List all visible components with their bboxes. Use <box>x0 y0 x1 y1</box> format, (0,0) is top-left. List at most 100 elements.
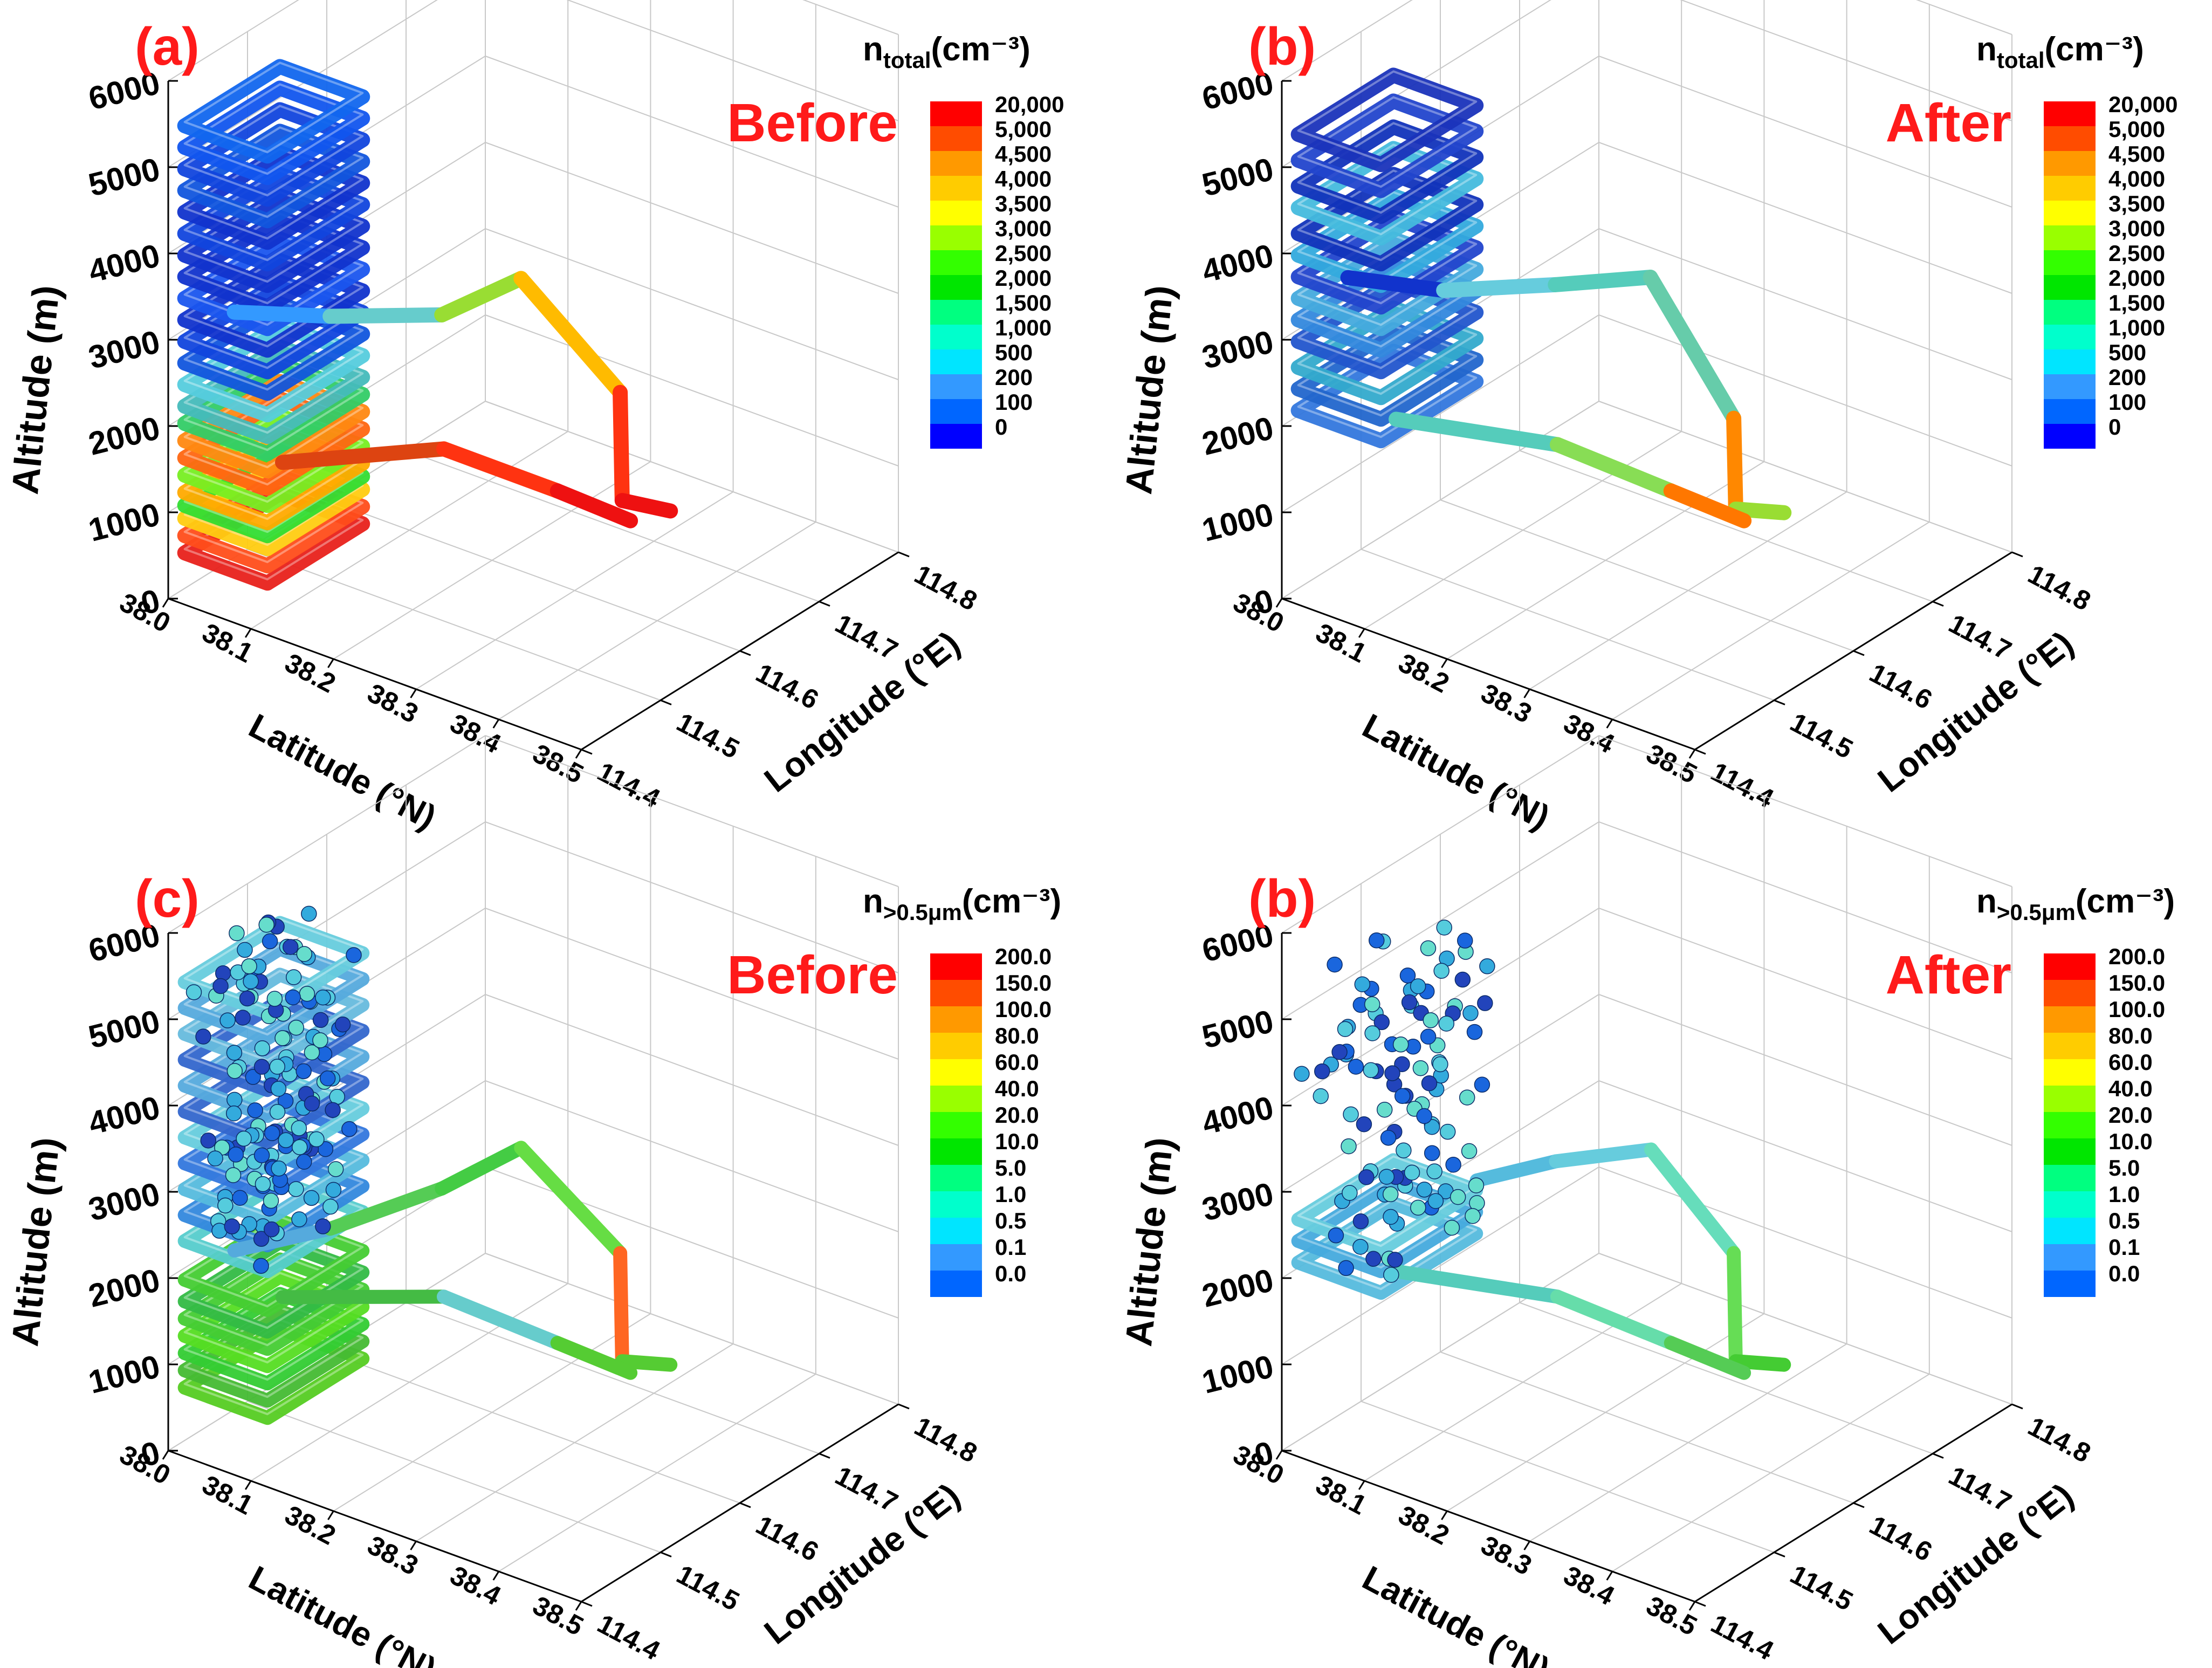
flight-outbound-segment <box>276 1289 451 1305</box>
lon-tick <box>898 551 910 558</box>
colorbar-tick-label: 5,000 <box>995 116 1052 142</box>
colorbar-swatch <box>930 980 982 1006</box>
particle-point <box>270 1081 287 1097</box>
particle-point <box>1394 1088 1411 1104</box>
particle-point <box>1421 1075 1438 1092</box>
particle-point <box>1426 1163 1442 1179</box>
grid-line <box>1281 0 1413 81</box>
particle-point <box>346 947 362 963</box>
grid-line <box>1598 908 2012 1060</box>
particle-point <box>264 1125 280 1141</box>
grid-line <box>1519 1302 1933 1454</box>
particle-point <box>1387 1252 1403 1268</box>
colorbar-tick-label: 100 <box>995 389 1033 415</box>
particle-point <box>301 905 317 922</box>
lon-tick <box>1853 650 1865 656</box>
particle-point <box>195 1028 211 1045</box>
colorbar-tick-label: 60.0 <box>2108 1049 2153 1075</box>
particle-point <box>1423 1012 1439 1028</box>
particle-points <box>1294 919 1495 1283</box>
particle-point <box>327 1161 344 1177</box>
colorbar-tick-label: 3,500 <box>2108 191 2165 216</box>
flight-loop-highlight <box>1297 70 1478 162</box>
flight-path-segment <box>1644 1142 1741 1260</box>
colorbar-swatch <box>930 1033 982 1059</box>
colorbar-swatch <box>930 1138 982 1165</box>
particle-point <box>253 1258 269 1274</box>
particle-point <box>1365 1251 1382 1267</box>
colorbar-swatch <box>2044 151 2096 176</box>
lat-tick <box>327 658 334 668</box>
particle-point <box>325 1102 341 1118</box>
z-tick-label: 2000 <box>1198 410 1277 462</box>
colorbar-swatch <box>2044 126 2096 151</box>
flight-path-segment <box>613 1246 629 1369</box>
colorbar-title-sub: total <box>883 47 931 73</box>
colorbar-tick-label: 5.0 <box>995 1155 1026 1180</box>
grid-line <box>1281 908 1599 1106</box>
particle-point <box>1364 996 1380 1012</box>
flight-loop <box>177 1097 370 1201</box>
grid-line <box>802 0 899 35</box>
particle-point <box>229 925 245 942</box>
colorbar-title-unit: (cm⁻³) <box>962 883 1061 920</box>
z-tick-label: 3000 <box>1198 1176 1277 1228</box>
z-tick-label: 3000 <box>85 1176 163 1228</box>
colorbar-title-sub: >0.5μm <box>883 900 962 925</box>
lat-tick <box>1523 1541 1530 1550</box>
colorbar-tick-label: 3,500 <box>995 191 1052 216</box>
flight-path-segment <box>1728 502 1792 520</box>
particle-point <box>1380 1130 1397 1146</box>
colorbar-tick-label: 20,000 <box>2108 92 2177 117</box>
particle-point <box>1364 1025 1380 1041</box>
particle-point <box>247 1102 263 1118</box>
grid-line <box>1598 56 2012 208</box>
colorbar-title-sub: >0.5μm <box>1997 900 2076 925</box>
particle-point <box>1457 932 1473 949</box>
flight-data <box>177 905 678 1425</box>
particle-point <box>263 1221 280 1238</box>
lat-tick <box>492 719 500 729</box>
particle-point <box>1342 1185 1358 1201</box>
colorbar-tick-label: 40.0 <box>2108 1076 2153 1101</box>
particle-point <box>1424 1118 1440 1135</box>
grid-line <box>485 821 899 973</box>
z-tick-label: 5000 <box>85 151 163 203</box>
panel-state: Before <box>727 945 898 1005</box>
particle-point <box>212 978 229 994</box>
flight-loop <box>1290 141 1484 246</box>
colorbar-tick-label: 0.0 <box>995 1261 1026 1286</box>
flight-loop-highlight <box>1297 122 1478 214</box>
colorbar-swatch <box>2044 1218 2096 1244</box>
colorbar-swatch <box>930 325 982 349</box>
flight-loop-highlight <box>183 83 364 175</box>
colorbar-swatch <box>2044 1112 2096 1138</box>
lon-tick-label: 114.5 <box>672 707 744 765</box>
particle-point <box>1356 1116 1372 1132</box>
flight-outbound-segment <box>275 441 451 470</box>
lat-tick <box>1688 1601 1696 1611</box>
particle-point <box>282 939 299 955</box>
particle-point <box>1479 958 1495 974</box>
particle-point <box>1432 1056 1448 1073</box>
flight-path-segment <box>1643 270 1742 426</box>
colorbar-swatch <box>2044 349 2096 374</box>
flight-outbound-segment <box>549 483 638 528</box>
particle-point <box>288 1019 304 1036</box>
colorbar-tick-label: 2,500 <box>995 241 1052 266</box>
particle-point <box>1410 978 1426 994</box>
grid-line <box>566 0 899 121</box>
particle-point <box>1382 1186 1399 1203</box>
panel-3: 010002000300040005000600038.038.138.238.… <box>1117 735 2175 1668</box>
colorbar-title-main: n <box>1976 31 1997 68</box>
particle-point <box>334 1016 351 1033</box>
lat-tick-label: 38.5 <box>1641 738 1702 790</box>
particle-point <box>1352 1213 1369 1230</box>
grid-line <box>1281 314 1599 513</box>
particle-point <box>1384 1065 1400 1081</box>
particle-point <box>1331 1044 1348 1060</box>
particle-point <box>277 1093 294 1109</box>
colorbar-tick-label: 200 <box>2108 365 2146 390</box>
particle-point <box>291 1211 307 1227</box>
lat-tick-label: 38.4 <box>445 1560 506 1611</box>
